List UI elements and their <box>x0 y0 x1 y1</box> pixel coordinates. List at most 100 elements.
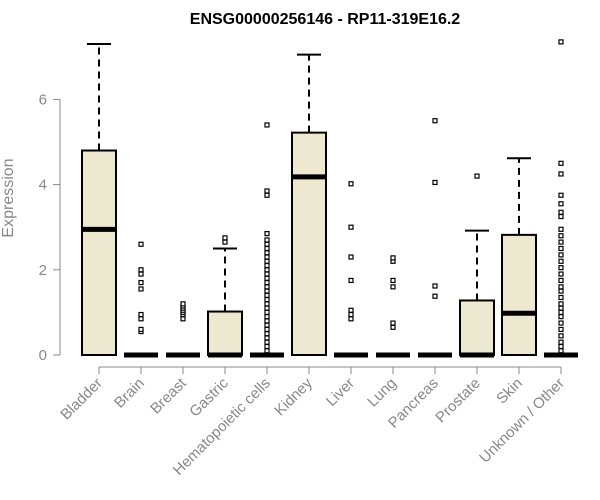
box-iqr <box>207 310 243 357</box>
outlier-point <box>264 301 270 307</box>
box-iqr <box>501 233 537 356</box>
outlier-point <box>264 309 270 315</box>
outlier-point <box>558 305 564 311</box>
outlier-point <box>558 201 564 207</box>
outlier-point <box>264 122 270 128</box>
outlier-point <box>558 326 564 333</box>
outlier-point <box>264 279 270 286</box>
outlier-point <box>264 292 270 298</box>
outlier-point <box>558 160 564 166</box>
outlier-point <box>558 239 564 245</box>
x-tick-label: Breast <box>147 374 190 417</box>
outlier-point <box>348 224 354 230</box>
outlier-point <box>264 254 270 260</box>
outlier-point <box>264 288 270 294</box>
outlier-point <box>558 320 564 326</box>
box-iqr <box>81 149 117 356</box>
box-iqr <box>459 299 495 356</box>
outlier-point <box>264 275 270 281</box>
outlier-point <box>138 326 144 333</box>
outlier-point <box>264 348 270 354</box>
outlier-point <box>180 316 186 322</box>
chart-title: ENSG00000256146 - RP11-319E16.2 <box>190 11 461 28</box>
box-pancreas <box>418 118 452 358</box>
y-tick-label: 6 <box>39 91 47 108</box>
outlier-point <box>558 245 564 252</box>
outlier-point <box>264 262 270 269</box>
outlier-point <box>558 226 564 232</box>
x-tick-label: Liver <box>323 375 358 410</box>
outlier-point <box>558 265 564 271</box>
outlier-point <box>138 267 144 273</box>
outlier-point <box>558 39 564 45</box>
y-tick-label: 0 <box>39 347 47 364</box>
outlier-point <box>558 209 564 215</box>
outlier-point <box>558 233 564 239</box>
outlier-point <box>264 318 270 324</box>
outlier-point <box>558 301 564 307</box>
outlier-point <box>432 118 438 124</box>
outlier-point <box>348 316 354 322</box>
outlier-point <box>264 267 270 273</box>
outlier-point <box>264 230 270 237</box>
outlier-point <box>264 241 270 247</box>
outlier-point <box>264 258 270 264</box>
outlier-point <box>264 250 270 256</box>
outlier-point <box>390 320 396 326</box>
outlier-point <box>264 322 270 328</box>
outlier-point <box>558 294 564 301</box>
outlier-point <box>264 192 270 198</box>
y-tick-label: 4 <box>39 177 47 194</box>
outlier-point <box>222 235 228 241</box>
outlier-point <box>138 286 144 292</box>
outlier-point <box>558 343 564 350</box>
outlier-point <box>558 192 564 198</box>
outlier-point <box>390 324 396 330</box>
outlier-point <box>390 284 396 290</box>
outlier-point <box>264 331 270 337</box>
box-bladder <box>81 43 117 356</box>
outlier-point <box>558 252 564 258</box>
outlier-point <box>222 239 228 245</box>
outlier-point <box>558 271 564 277</box>
box-kidney <box>291 53 327 356</box>
x-tick-label: Kidney <box>271 374 316 419</box>
outlier-point <box>558 258 564 264</box>
y-tick-label: 2 <box>39 262 47 279</box>
outlier-point <box>138 241 144 247</box>
outlier-point <box>348 311 354 318</box>
outlier-point <box>264 335 270 341</box>
outlier-point <box>138 279 144 286</box>
y-axis: 0 2 4 6 <box>39 91 61 364</box>
outlier-point <box>138 316 144 322</box>
outlier-point <box>264 188 270 194</box>
outlier-point <box>558 213 564 220</box>
outlier-point <box>558 339 564 345</box>
outlier-point <box>558 348 564 354</box>
outlier-point <box>558 284 564 290</box>
outlier-point <box>180 301 186 307</box>
outlier-point <box>138 271 144 277</box>
outlier-point <box>348 181 354 187</box>
x-tick-label: Skin <box>493 375 526 408</box>
box-prostate <box>459 173 495 358</box>
y-axis-label: Expression <box>0 158 17 237</box>
outlier-point <box>558 277 564 284</box>
outlier-point <box>348 277 354 284</box>
outlier-point <box>264 271 270 277</box>
outlier-point <box>348 254 354 260</box>
outlier-point <box>432 179 438 186</box>
box-breast <box>166 301 200 358</box>
outlier-point <box>390 277 396 284</box>
outlier-point <box>264 245 270 252</box>
outlier-point <box>264 343 270 350</box>
outlier-point <box>348 307 354 313</box>
outlier-point <box>264 297 270 303</box>
outlier-point <box>558 309 564 315</box>
outlier-point <box>264 314 270 320</box>
boxes-group <box>81 39 578 358</box>
box-lung <box>376 255 410 358</box>
x-tick-label: Lung <box>364 375 400 411</box>
outlier-point <box>264 339 270 345</box>
